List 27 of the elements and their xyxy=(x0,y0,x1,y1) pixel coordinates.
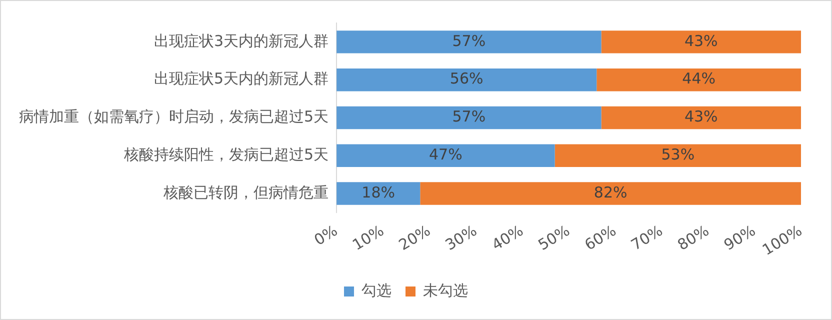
data-label: 57% xyxy=(452,32,486,50)
data-label: 44% xyxy=(682,70,716,88)
legend-label: 未勾选 xyxy=(423,281,468,300)
legend-label: 勾选 xyxy=(362,281,392,300)
y-tick-label: 病情加重（如需氧疗）时启动，发病已超过5天 xyxy=(18,108,329,126)
x-tick-label: 50% xyxy=(535,221,573,254)
data-label: 53% xyxy=(661,145,695,164)
x-tick-label: 20% xyxy=(396,221,434,254)
data-label: 18% xyxy=(362,183,396,202)
y-tick-label: 出现症状5天内的新冠人群 xyxy=(154,70,329,88)
y-tick-label: 出现症状3天内的新冠人群 xyxy=(154,32,329,50)
data-label: 43% xyxy=(684,108,718,126)
y-tick-label: 核酸持续阳性，发病已超过5天 xyxy=(122,145,329,164)
data-label: 56% xyxy=(450,70,484,88)
data-label: 82% xyxy=(594,183,628,202)
data-label: 43% xyxy=(684,32,718,50)
x-tick-label: 60% xyxy=(581,221,620,254)
x-tick-label: 70% xyxy=(628,221,666,254)
x-tick-label: 10% xyxy=(349,221,388,254)
x-tick-label: 30% xyxy=(442,221,480,254)
x-tick-label: 80% xyxy=(674,221,712,254)
x-tick-label: 0% xyxy=(310,221,341,250)
data-label: 57% xyxy=(452,108,486,126)
data-label: 47% xyxy=(429,145,462,164)
x-tick-label: 40% xyxy=(488,221,526,254)
x-tick-label: 90% xyxy=(720,221,759,254)
y-tick-label: 核酸已转阴，但病情危重 xyxy=(162,183,329,202)
